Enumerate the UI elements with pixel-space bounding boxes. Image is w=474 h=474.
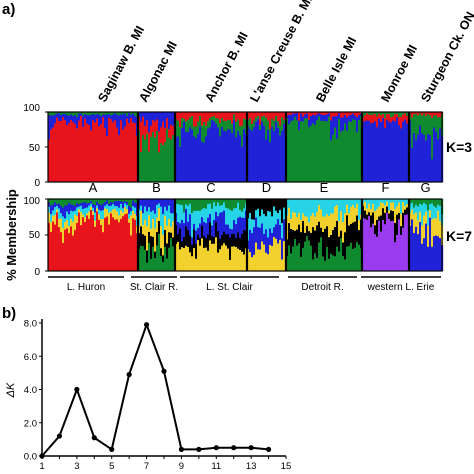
k3-ytick-100: 100 (23, 103, 40, 114)
delta-k-point (56, 433, 63, 439)
y-tick-label: 6.0 (24, 352, 37, 363)
group-letter-E: E (320, 180, 329, 195)
k7-label: K=7 (446, 228, 472, 244)
x-tick-label: 7 (144, 461, 149, 472)
delta-k-point (178, 446, 185, 452)
delta-k-point (126, 371, 132, 378)
x-tick-label: 5 (109, 461, 114, 472)
delta-k-point (91, 435, 97, 441)
delta-k-point (143, 322, 150, 328)
site-name-C: Anchor B. MI (202, 30, 251, 105)
x-tick-label: 9 (179, 461, 184, 472)
region-label: western L. Erie (367, 282, 435, 293)
panel-b-label: b) (2, 305, 16, 322)
k3-plot (45, 111, 444, 183)
x-tick-label: 1 (39, 461, 44, 472)
group-letter-B: B (152, 180, 161, 195)
y-tick-label: 8.0 (24, 319, 37, 330)
site-name-F: Monroe MI (378, 43, 420, 105)
group-letter-C: C (206, 180, 215, 195)
k7-plot (45, 198, 444, 272)
site-name-E: Belle Isle MI (313, 35, 359, 105)
x-tick-label: 3 (74, 461, 79, 472)
group-letter-A: A (89, 180, 98, 195)
y-tick-label: 2.0 (24, 418, 37, 429)
k3-ytick-0: 0 (34, 178, 40, 189)
site-name-G: Sturgeon Ck. ON (418, 10, 474, 105)
region-label: L. Huron (67, 282, 105, 293)
delta-k-point (109, 446, 115, 452)
y-tick-label: 4.0 (24, 385, 37, 396)
region-label: Detroit R. (301, 282, 343, 293)
membership-axis-label: % Membership (4, 189, 19, 281)
group-letter-F: F (382, 180, 390, 195)
region-label: L. St. Clair (206, 282, 253, 293)
k3-label: K=3 (446, 139, 472, 155)
x-tick-label: 11 (211, 461, 221, 472)
site-name-B: Algonac MI (136, 39, 180, 104)
x-tick-label: 13 (246, 461, 257, 472)
k7-ytick-50: 50 (29, 230, 41, 241)
x-tick-label: 15 (281, 461, 292, 472)
y-tick-label: 0.0 (24, 452, 37, 463)
region-label: St. Clair R. (130, 282, 178, 293)
panel-a-label: a) (2, 1, 15, 18)
region-labels: L. Huron St. Clair R. L. St. Clair Detroit … (48, 276, 441, 293)
delta-k-line (41, 321, 269, 457)
k3-ytick-50: 50 (29, 143, 41, 154)
delta-k-point (231, 445, 237, 451)
delta-k-point (248, 445, 254, 451)
k7-ytick-0: 0 (34, 267, 40, 278)
delta-k-point (74, 386, 80, 393)
k7-ytick-100: 100 (23, 196, 40, 207)
delta-k-point (39, 453, 45, 459)
structure-plots (45, 111, 444, 272)
delta-k-axis-label: ΔK (5, 382, 17, 398)
site-name-D: L'anse Creuse B. MI (247, 0, 315, 104)
delta-k-chart: 0.02.04.06.08.01 3 5 7 9 11 13 15 (24, 319, 292, 473)
delta-k-point (161, 368, 167, 374)
delta-k-point (196, 446, 202, 452)
delta-k-point (213, 445, 219, 451)
group-letter-G: G (420, 180, 430, 195)
delta-k-point (265, 446, 272, 452)
group-letter-D: D (262, 180, 271, 195)
